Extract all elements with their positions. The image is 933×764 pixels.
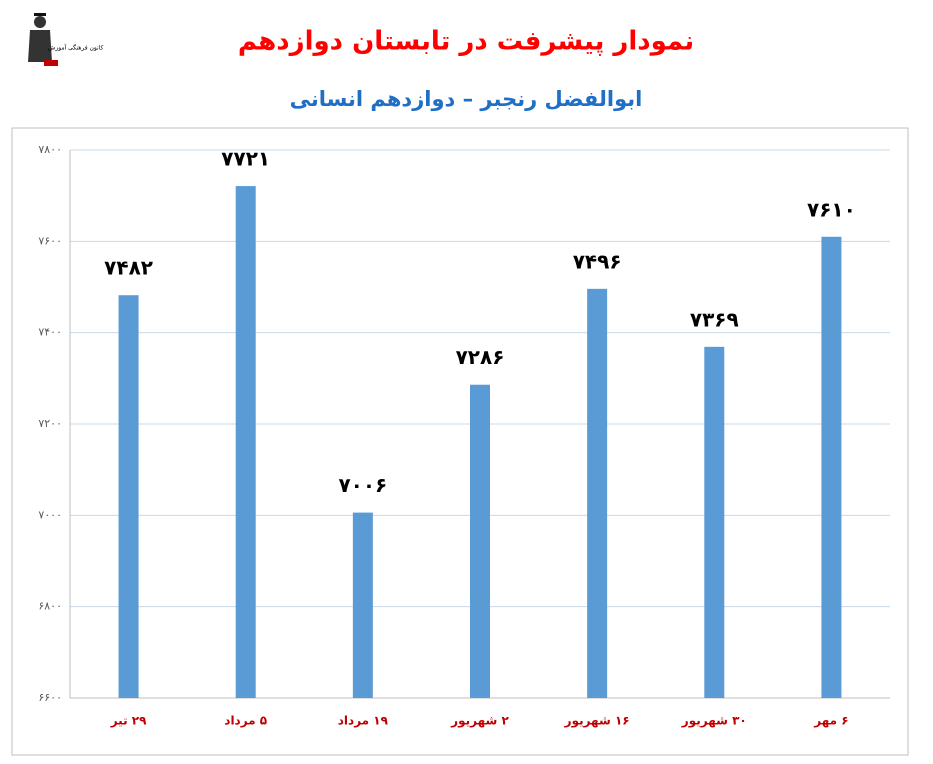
x-tick-label: ۵ مرداد: [224, 714, 267, 728]
x-tick-label: ۲ شهریور: [450, 714, 509, 729]
value-label: ۷۳۶۹: [690, 307, 739, 331]
y-tick-label: ۷۶۰۰: [38, 234, 62, 247]
value-label: ۷۶۱۰: [807, 197, 856, 221]
bar: [704, 346, 725, 698]
bar: [470, 384, 490, 698]
y-tick-label: ۷۲۰۰: [38, 417, 62, 430]
value-label: ۷۷۲۱: [221, 147, 270, 171]
value-label: ۷۰۰۶: [338, 473, 387, 497]
logo: کانون فرهنگی آموزش: [28, 13, 103, 66]
chart-subtitle: ابوالفضل رنجبر – دوازدهم انسانی: [290, 87, 643, 111]
y-tick-label: ۶۶۰۰: [38, 691, 62, 704]
bar: [821, 236, 842, 698]
y-tick-label: ۶۸۰۰: [38, 600, 62, 613]
y-tick-label: ۷۴۰۰: [38, 326, 62, 339]
logo-text: کانون فرهنگی آموزش: [48, 43, 103, 52]
bar: [352, 512, 373, 698]
x-tick-label: ۱۹ مرداد: [338, 714, 389, 728]
x-tick-label: ۳۰ شهریور: [681, 714, 747, 729]
y-tick-label: ۷۰۰۰: [38, 508, 62, 521]
bar: [587, 288, 608, 698]
x-tick-label: ۶ مهر: [813, 714, 848, 728]
value-label: ۷۲۸۶: [456, 345, 505, 369]
x-tick-label: ۱۶ شهریور: [564, 714, 630, 729]
y-tick-label: ۷۸۰۰: [38, 143, 62, 156]
bar: [235, 186, 256, 698]
bar: [118, 295, 139, 698]
x-tick-label: ۲۹ تیر: [110, 714, 147, 728]
value-label: ۷۴۸۲: [104, 256, 153, 280]
value-label: ۷۴۹۶: [573, 249, 622, 273]
chart-frame: [11, 127, 909, 756]
chart-title: نمودار پیشرفت در تابستان دوازدهم: [238, 27, 694, 57]
